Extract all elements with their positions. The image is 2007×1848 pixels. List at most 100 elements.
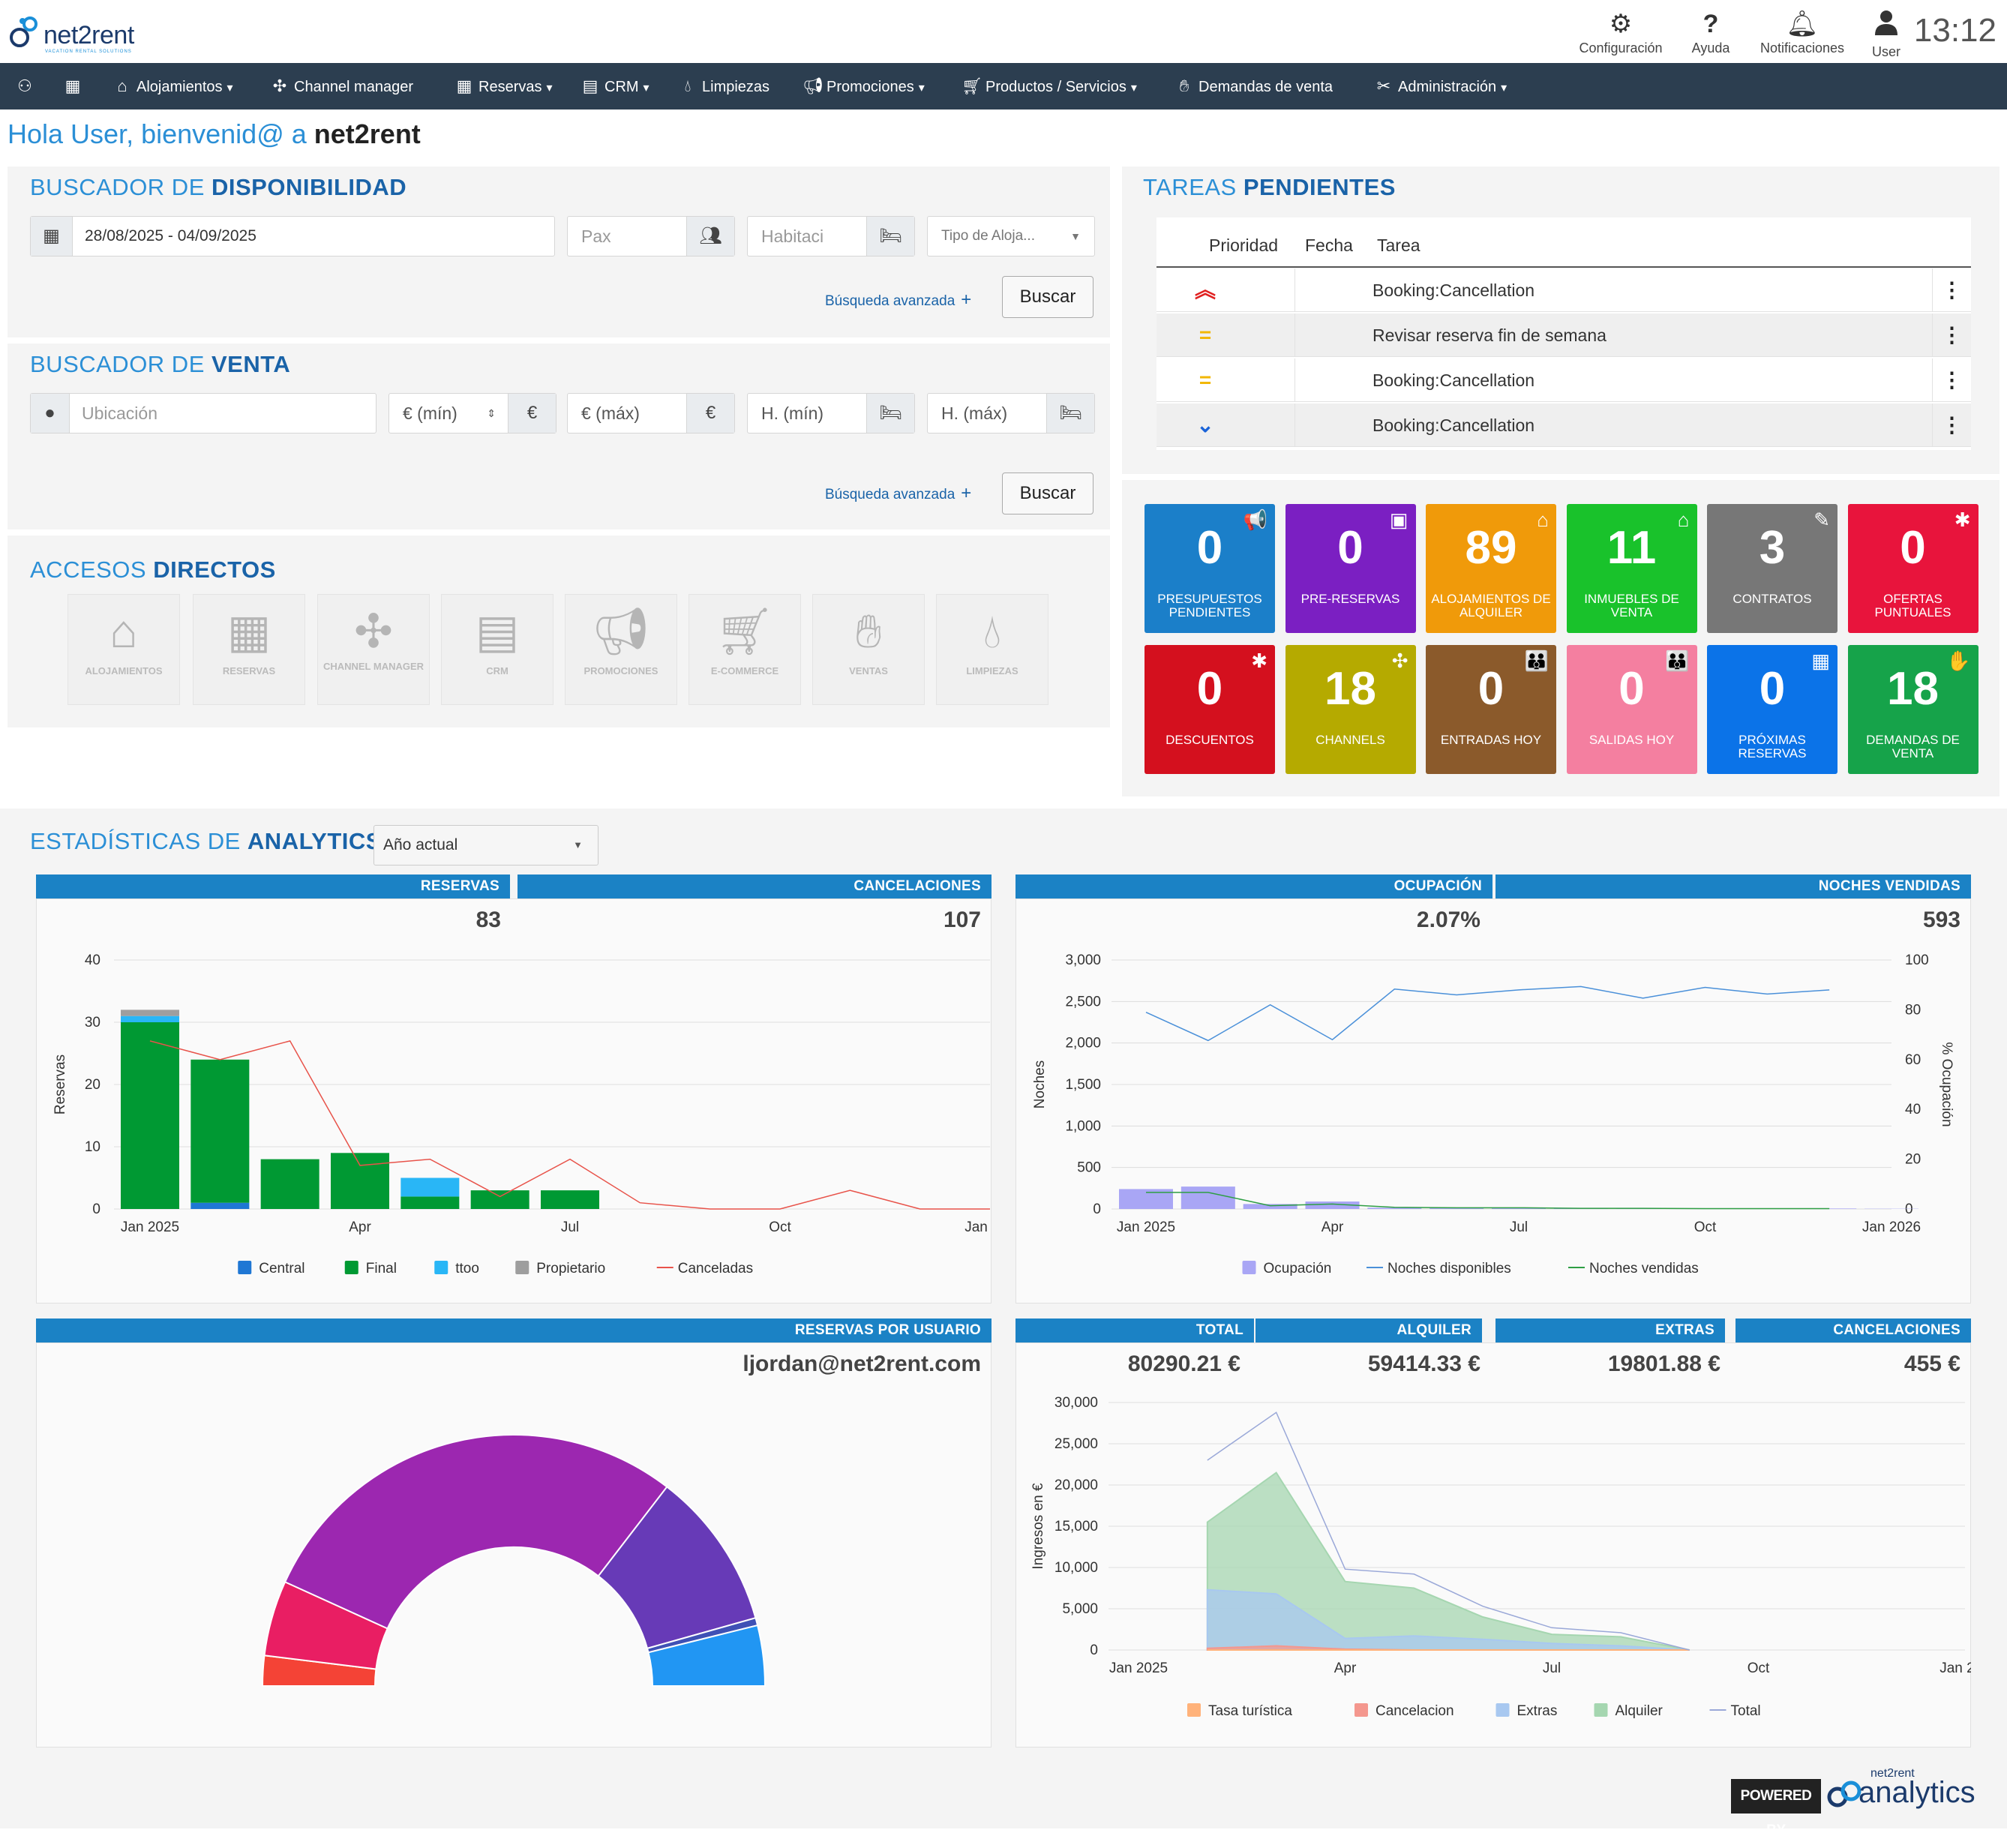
max-price-input[interactable]: € (máx) € — [567, 393, 735, 434]
kebab-menu-icon[interactable]: ⋮ — [1932, 268, 1971, 312]
nav-reservas[interactable]: ▦Reservas▾ — [454, 63, 553, 110]
availability-search-button[interactable]: Buscar — [1002, 276, 1094, 318]
shortcut-reservas[interactable]: ▦RESERVAS — [193, 594, 305, 705]
legend-swatch — [1594, 1703, 1608, 1717]
nav-dashboard-toggle[interactable]: ⚇ — [15, 63, 39, 110]
priority-high-icon: ︽ — [1156, 268, 1254, 312]
shortcut-alojamientos[interactable]: ⌂ALOJAMIENTOS — [68, 594, 180, 705]
nav-demandas[interactable]: ✋︎Demandas de venta — [1174, 63, 1333, 110]
nav-channel-manager[interactable]: ✣Channel manager — [270, 63, 413, 110]
user-button[interactable]: User — [1852, 9, 1920, 57]
nav-productos[interactable]: 🛒︎Productos / Servicios▾ — [962, 63, 1137, 110]
pax-input[interactable]: Pax 👥︎ — [567, 216, 735, 256]
date-range-input[interactable]: ▦ 28/08/2025 - 04/09/2025 — [30, 216, 555, 256]
nav-administracion[interactable]: ✂Administración▾ — [1374, 63, 1507, 110]
legend-swatch — [1187, 1703, 1201, 1717]
config-label: Configuración — [1572, 40, 1670, 56]
shortcut-ventas[interactable]: ✋︎VENTAS — [812, 594, 925, 705]
calendar-icon: ▦ — [31, 217, 73, 256]
nav-calendar[interactable]: ▦ — [63, 63, 87, 110]
legend-label: Final — [366, 1261, 397, 1276]
caret-down-icon: ▼ — [1070, 217, 1081, 256]
column-header-priority[interactable]: Prioridad — [1209, 236, 1278, 256]
shortcut-crm[interactable]: ▤CRM — [441, 594, 554, 705]
column-header-date[interactable]: Fecha — [1305, 236, 1353, 256]
nav-promociones[interactable]: 📢︎Promociones▾ — [802, 63, 925, 110]
shortcut-label: CRM — [442, 665, 553, 677]
legend-swatch — [1496, 1703, 1510, 1717]
legend-label: Tasa turística — [1208, 1703, 1292, 1719]
x-tick-label: Jul — [1543, 1660, 1561, 1676]
min-rooms-input[interactable]: H. (mín) 🛏︎ — [747, 393, 915, 434]
x-tick-label: Jul — [1510, 1220, 1528, 1235]
task-row[interactable]: = Booking:Cancellation ⋮ — [1156, 358, 1971, 402]
period-select[interactable]: Año actual ▼ — [374, 825, 598, 866]
advanced-search-link[interactable]: Búsqueda avanzada+ — [825, 483, 971, 504]
tile-label: CHANNELS — [1290, 734, 1412, 747]
location-input[interactable]: ● Ubicación — [30, 393, 376, 434]
x-tick-label: Jan 2025 — [121, 1220, 179, 1235]
task-row[interactable]: ⌄ Booking:Cancellation ⋮ — [1156, 404, 1971, 447]
tile-label: PRE-RESERVAS — [1290, 592, 1412, 606]
legend-label: Noches vendidas — [1589, 1261, 1699, 1276]
sale-title: BUSCADOR DE VENTA — [30, 351, 290, 378]
legend-swatch — [515, 1261, 529, 1274]
spinner-icon[interactable]: ⇕ — [487, 394, 496, 433]
welcome-brand: net2rent — [314, 118, 421, 149]
config-button[interactable]: ⚙ Configuración — [1572, 9, 1670, 57]
nav-label: Demandas de venta — [1198, 79, 1333, 95]
accommodation-type-select[interactable]: Tipo de Aloja... ▼ — [927, 216, 1095, 256]
ocupacion-chart: 05001,0001,5002,0002,5003,00002040608010… — [1016, 938, 1971, 1298]
shortcut-ecommerce[interactable]: 🛒︎E-COMMERCE — [688, 594, 801, 705]
hand-box-icon: ✋︎ — [813, 608, 924, 656]
drop-icon: 💧︎ — [937, 608, 1048, 656]
user-icon — [1852, 9, 1920, 43]
x-tick-label: Apr — [1322, 1220, 1344, 1235]
shortcut-channel-manager[interactable]: ✣CHANNEL MANAGER — [317, 594, 430, 705]
task-row[interactable]: = Revisar reserva fin de semana ⋮ — [1156, 314, 1971, 357]
column-header-task[interactable]: Tarea — [1377, 236, 1420, 256]
legend-label: Propietario — [536, 1261, 605, 1276]
nav-crm[interactable]: ▤CRM▾ — [580, 63, 650, 110]
shortcut-limpiezas[interactable]: 💧︎LIMPIEZAS — [936, 594, 1048, 705]
kebab-menu-icon[interactable]: ⋮ — [1932, 314, 1971, 357]
kebab-menu-icon[interactable]: ⋮ — [1932, 404, 1971, 447]
sale-search-button[interactable]: Buscar — [1002, 472, 1094, 514]
x-tick-label: Oct — [769, 1220, 791, 1235]
min-price-input[interactable]: € (mín) ⇕ € — [388, 393, 556, 434]
legend-swatch — [434, 1261, 448, 1274]
user-email-value: ljordan@net2rent.com — [36, 1352, 981, 1377]
network-icon: ✣ — [318, 608, 429, 656]
nav-limpiezas[interactable]: 💧︎Limpiezas — [678, 63, 770, 110]
kebab-menu-icon[interactable]: ⋮ — [1932, 358, 1971, 402]
help-button[interactable]: ? Ayuda — [1662, 9, 1760, 57]
nav-alojamientos[interactable]: ⌂Alojamientos▾ — [112, 63, 233, 110]
x-tick-label: Oct — [1694, 1220, 1717, 1235]
max-rooms-input[interactable]: H. (máx) 🛏︎ — [927, 393, 1095, 434]
tile-label: INMUEBLES DE VENTA — [1571, 592, 1693, 620]
rooms-input[interactable]: Habitaci 🛏︎ — [747, 216, 915, 256]
users-circle-icon: ⚇ — [15, 63, 34, 110]
logo-icon — [8, 10, 45, 51]
notifications-button[interactable]: 🔔︎ Notificaciones — [1754, 9, 1851, 57]
shortcut-promociones[interactable]: 📢︎PROMOCIONES — [565, 594, 677, 705]
chevron-down-icon: ▾ — [1131, 65, 1137, 112]
calendar-check-icon: ▦ — [454, 63, 474, 110]
net2rent-logo[interactable]: net2rent VACATION RENTAL SOLUTIONS — [8, 8, 142, 56]
y-tick-label: 30 — [85, 1015, 100, 1030]
advanced-search-link[interactable]: Búsqueda avanzada+ — [825, 290, 971, 310]
welcome-heading: Hola User, bienvenid@ a net2rent — [8, 118, 421, 150]
task-row[interactable]: ︽ Booking:Cancellation ⋮ — [1156, 268, 1971, 312]
